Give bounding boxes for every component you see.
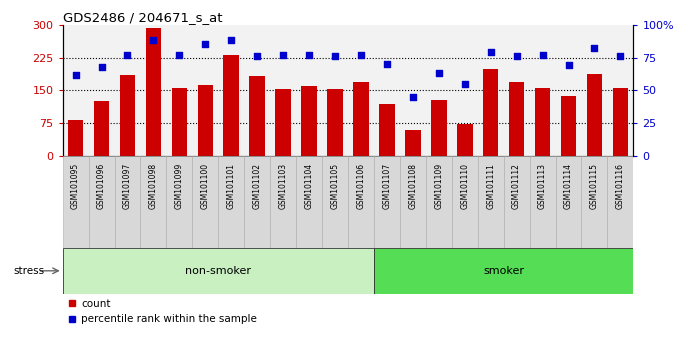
Bar	[68, 120, 84, 156]
Point	[589, 46, 600, 51]
Text: GSM101095: GSM101095	[71, 163, 80, 209]
Text: GSM101105: GSM101105	[331, 163, 340, 209]
Bar	[400, 156, 426, 248]
Point	[485, 50, 496, 55]
Bar	[270, 156, 296, 248]
Bar	[608, 156, 633, 248]
Point	[356, 52, 367, 58]
Bar	[63, 156, 88, 248]
Point	[615, 53, 626, 59]
Bar	[561, 96, 576, 156]
Bar	[296, 156, 322, 248]
Point	[96, 64, 107, 69]
Point	[459, 81, 470, 86]
Point	[303, 52, 315, 58]
Bar	[192, 156, 219, 248]
Bar	[244, 156, 270, 248]
Point	[148, 38, 159, 43]
Bar	[198, 85, 213, 156]
Bar	[509, 82, 524, 156]
Text: GSM101097: GSM101097	[123, 163, 132, 209]
Text: GSM101113: GSM101113	[538, 163, 547, 209]
Text: GSM101108: GSM101108	[409, 163, 418, 209]
Text: GSM101110: GSM101110	[460, 163, 469, 209]
Point	[122, 52, 133, 58]
Bar	[348, 156, 374, 248]
Text: GDS2486 / 204671_s_at: GDS2486 / 204671_s_at	[63, 11, 222, 24]
Bar	[141, 156, 166, 248]
Point	[70, 72, 81, 78]
Text: GSM101106: GSM101106	[356, 163, 365, 209]
Bar	[555, 156, 581, 248]
Bar	[457, 124, 473, 156]
Bar	[535, 88, 551, 156]
Legend: count, percentile rank within the sample: count, percentile rank within the sample	[68, 299, 258, 324]
Text: GSM101101: GSM101101	[227, 163, 236, 209]
Text: GSM101115: GSM101115	[590, 163, 599, 209]
Point	[563, 63, 574, 68]
Point	[200, 41, 211, 47]
Bar	[88, 156, 115, 248]
Bar	[120, 75, 135, 156]
Text: non-smoker: non-smoker	[185, 266, 251, 276]
Bar	[504, 156, 530, 248]
Text: GSM101099: GSM101099	[175, 163, 184, 209]
Text: GSM101116: GSM101116	[616, 163, 625, 209]
Bar	[612, 88, 628, 156]
Point	[433, 70, 444, 76]
Text: GSM101098: GSM101098	[149, 163, 158, 209]
Point	[407, 94, 418, 99]
Point	[278, 52, 289, 58]
Text: GSM101111: GSM101111	[487, 163, 495, 209]
Point	[329, 53, 340, 59]
Bar	[276, 90, 291, 156]
Text: GSM101100: GSM101100	[201, 163, 209, 209]
Bar	[223, 55, 239, 156]
Bar	[322, 156, 348, 248]
Bar	[63, 248, 374, 294]
Bar	[405, 130, 420, 156]
Bar	[477, 156, 504, 248]
Bar	[587, 74, 602, 156]
Bar	[145, 28, 161, 156]
Bar	[219, 156, 244, 248]
Text: GSM101107: GSM101107	[382, 163, 391, 209]
Bar	[581, 156, 608, 248]
Bar	[431, 100, 447, 156]
Bar	[374, 156, 400, 248]
Bar	[172, 88, 187, 156]
Point	[226, 38, 237, 43]
Text: GSM101114: GSM101114	[564, 163, 573, 209]
Point	[174, 52, 185, 58]
Bar	[115, 156, 141, 248]
Text: stress: stress	[14, 266, 45, 276]
Text: GSM101104: GSM101104	[305, 163, 314, 209]
Bar	[94, 101, 109, 156]
Bar	[353, 82, 369, 156]
Bar	[452, 156, 477, 248]
Bar	[301, 86, 317, 156]
Point	[381, 61, 393, 67]
Point	[537, 52, 548, 58]
Bar	[426, 156, 452, 248]
Text: smoker: smoker	[483, 266, 524, 276]
Point	[511, 53, 522, 59]
Point	[252, 53, 263, 59]
Bar	[530, 156, 555, 248]
Bar	[249, 76, 265, 156]
Text: GSM101112: GSM101112	[512, 163, 521, 209]
Text: GSM101109: GSM101109	[434, 163, 443, 209]
Text: GSM101103: GSM101103	[278, 163, 287, 209]
Bar	[483, 69, 498, 156]
Text: GSM101102: GSM101102	[253, 163, 262, 209]
Bar	[327, 90, 343, 156]
Bar	[374, 248, 633, 294]
Bar	[166, 156, 192, 248]
Bar	[379, 104, 395, 156]
Text: GSM101096: GSM101096	[97, 163, 106, 209]
